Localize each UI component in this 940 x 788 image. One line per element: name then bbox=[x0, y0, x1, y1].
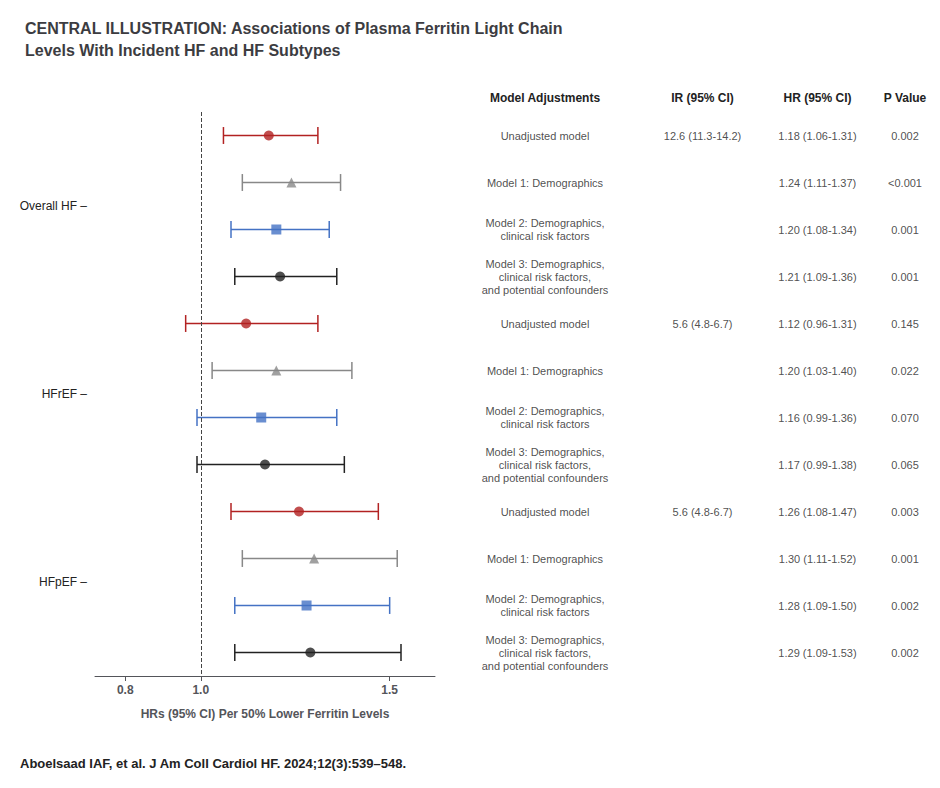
svg-text:1.12 (0.96-1.31): 1.12 (0.96-1.31) bbox=[778, 318, 856, 330]
svg-text:HFrEF –: HFrEF – bbox=[42, 387, 88, 401]
svg-text:HRs (95% CI) Per 50% Lower Fer: HRs (95% CI) Per 50% Lower Ferritin Leve… bbox=[141, 707, 390, 721]
svg-text:0.003: 0.003 bbox=[891, 506, 919, 518]
svg-text:Levels With Incident HF and HF: Levels With Incident HF and HF Subtypes bbox=[25, 42, 341, 59]
svg-text:1.26 (1.08-1.47): 1.26 (1.08-1.47) bbox=[778, 506, 856, 518]
svg-text:0.002: 0.002 bbox=[891, 647, 919, 659]
svg-text:0.065: 0.065 bbox=[891, 459, 919, 471]
svg-text:1.29 (1.09-1.53): 1.29 (1.09-1.53) bbox=[778, 647, 856, 659]
svg-text:0.022: 0.022 bbox=[891, 365, 919, 377]
svg-text:0.002: 0.002 bbox=[891, 600, 919, 612]
svg-text:Model 1: Demographics: Model 1: Demographics bbox=[487, 553, 604, 565]
svg-text:IR (95% CI): IR (95% CI) bbox=[671, 91, 734, 105]
svg-text:1.28 (1.09-1.50): 1.28 (1.09-1.50) bbox=[778, 600, 856, 612]
svg-text:Unadjusted model: Unadjusted model bbox=[501, 130, 590, 142]
svg-text:Model 3: Demographics,: Model 3: Demographics, bbox=[485, 446, 604, 458]
svg-text:Unadjusted model: Unadjusted model bbox=[501, 506, 590, 518]
svg-text:1.20 (1.08-1.34): 1.20 (1.08-1.34) bbox=[778, 224, 856, 236]
svg-text:1.21 (1.09-1.36): 1.21 (1.09-1.36) bbox=[778, 271, 856, 283]
svg-text:Model 1: Demographics: Model 1: Demographics bbox=[487, 177, 604, 189]
svg-text:clinical risk factors: clinical risk factors bbox=[500, 418, 590, 430]
svg-text:5.6 (4.8-6.7): 5.6 (4.8-6.7) bbox=[673, 506, 733, 518]
svg-text:Aboelsaad IAF, et al. J Am Col: Aboelsaad IAF, et al. J Am Coll Cardiol … bbox=[20, 756, 406, 771]
svg-text:1.0: 1.0 bbox=[192, 683, 209, 697]
svg-text:0.001: 0.001 bbox=[891, 553, 919, 565]
svg-text:clinical risk factors: clinical risk factors bbox=[500, 230, 590, 242]
svg-text:1.17 (0.99-1.38): 1.17 (0.99-1.38) bbox=[778, 459, 856, 471]
svg-text:Model 2: Demographics,: Model 2: Demographics, bbox=[485, 217, 604, 229]
svg-text:0.8: 0.8 bbox=[117, 683, 134, 697]
svg-text:Unadjusted model: Unadjusted model bbox=[501, 318, 590, 330]
svg-text:clinical risk factors,: clinical risk factors, bbox=[499, 647, 591, 659]
svg-text:Model Adjustments: Model Adjustments bbox=[490, 91, 601, 105]
svg-text:12.6 (11.3-14.2): 12.6 (11.3-14.2) bbox=[664, 130, 741, 142]
svg-text:HFpEF –: HFpEF – bbox=[39, 575, 87, 589]
svg-text:Overall HF –: Overall HF – bbox=[20, 199, 88, 213]
svg-text:and potential confounders: and potential confounders bbox=[482, 472, 609, 484]
svg-text:0.002: 0.002 bbox=[891, 130, 919, 142]
svg-text:Model 3: Demographics,: Model 3: Demographics, bbox=[485, 258, 604, 270]
svg-text:5.6 (4.8-6.7): 5.6 (4.8-6.7) bbox=[673, 318, 733, 330]
svg-text:clinical risk factors,: clinical risk factors, bbox=[499, 459, 591, 471]
svg-text:1.18 (1.06-1.31): 1.18 (1.06-1.31) bbox=[778, 130, 856, 142]
svg-text:0.145: 0.145 bbox=[891, 318, 919, 330]
svg-text:1.24 (1.11-1.37): 1.24 (1.11-1.37) bbox=[779, 177, 856, 189]
svg-text:clinical risk factors: clinical risk factors bbox=[500, 606, 590, 618]
svg-text:P Value: P Value bbox=[884, 91, 927, 105]
svg-text:0.001: 0.001 bbox=[891, 271, 919, 283]
svg-text:HR (95% CI): HR (95% CI) bbox=[783, 91, 851, 105]
svg-text:and potential confounders: and potential confounders bbox=[482, 660, 609, 672]
svg-text:1.5: 1.5 bbox=[381, 683, 398, 697]
svg-text:<0.001: <0.001 bbox=[888, 177, 922, 189]
svg-text:Model 2: Demographics,: Model 2: Demographics, bbox=[485, 593, 604, 605]
svg-text:clinical risk factors,: clinical risk factors, bbox=[499, 271, 591, 283]
svg-text:1.30 (1.11-1.52): 1.30 (1.11-1.52) bbox=[779, 553, 856, 565]
svg-text:Model 2: Demographics,: Model 2: Demographics, bbox=[485, 405, 604, 417]
svg-text:Model 3: Demographics,: Model 3: Demographics, bbox=[485, 634, 604, 646]
svg-text:and potential confounders: and potential confounders bbox=[482, 284, 609, 296]
svg-text:0.001: 0.001 bbox=[891, 224, 919, 236]
svg-text:0.070: 0.070 bbox=[891, 412, 919, 424]
svg-text:Model 1: Demographics: Model 1: Demographics bbox=[487, 365, 604, 377]
svg-text:CENTRAL ILLUSTRATION: Associat: CENTRAL ILLUSTRATION: Associations of Pl… bbox=[25, 20, 563, 37]
svg-text:1.16 (0.99-1.36): 1.16 (0.99-1.36) bbox=[778, 412, 856, 424]
svg-text:1.20 (1.03-1.40): 1.20 (1.03-1.40) bbox=[778, 365, 856, 377]
